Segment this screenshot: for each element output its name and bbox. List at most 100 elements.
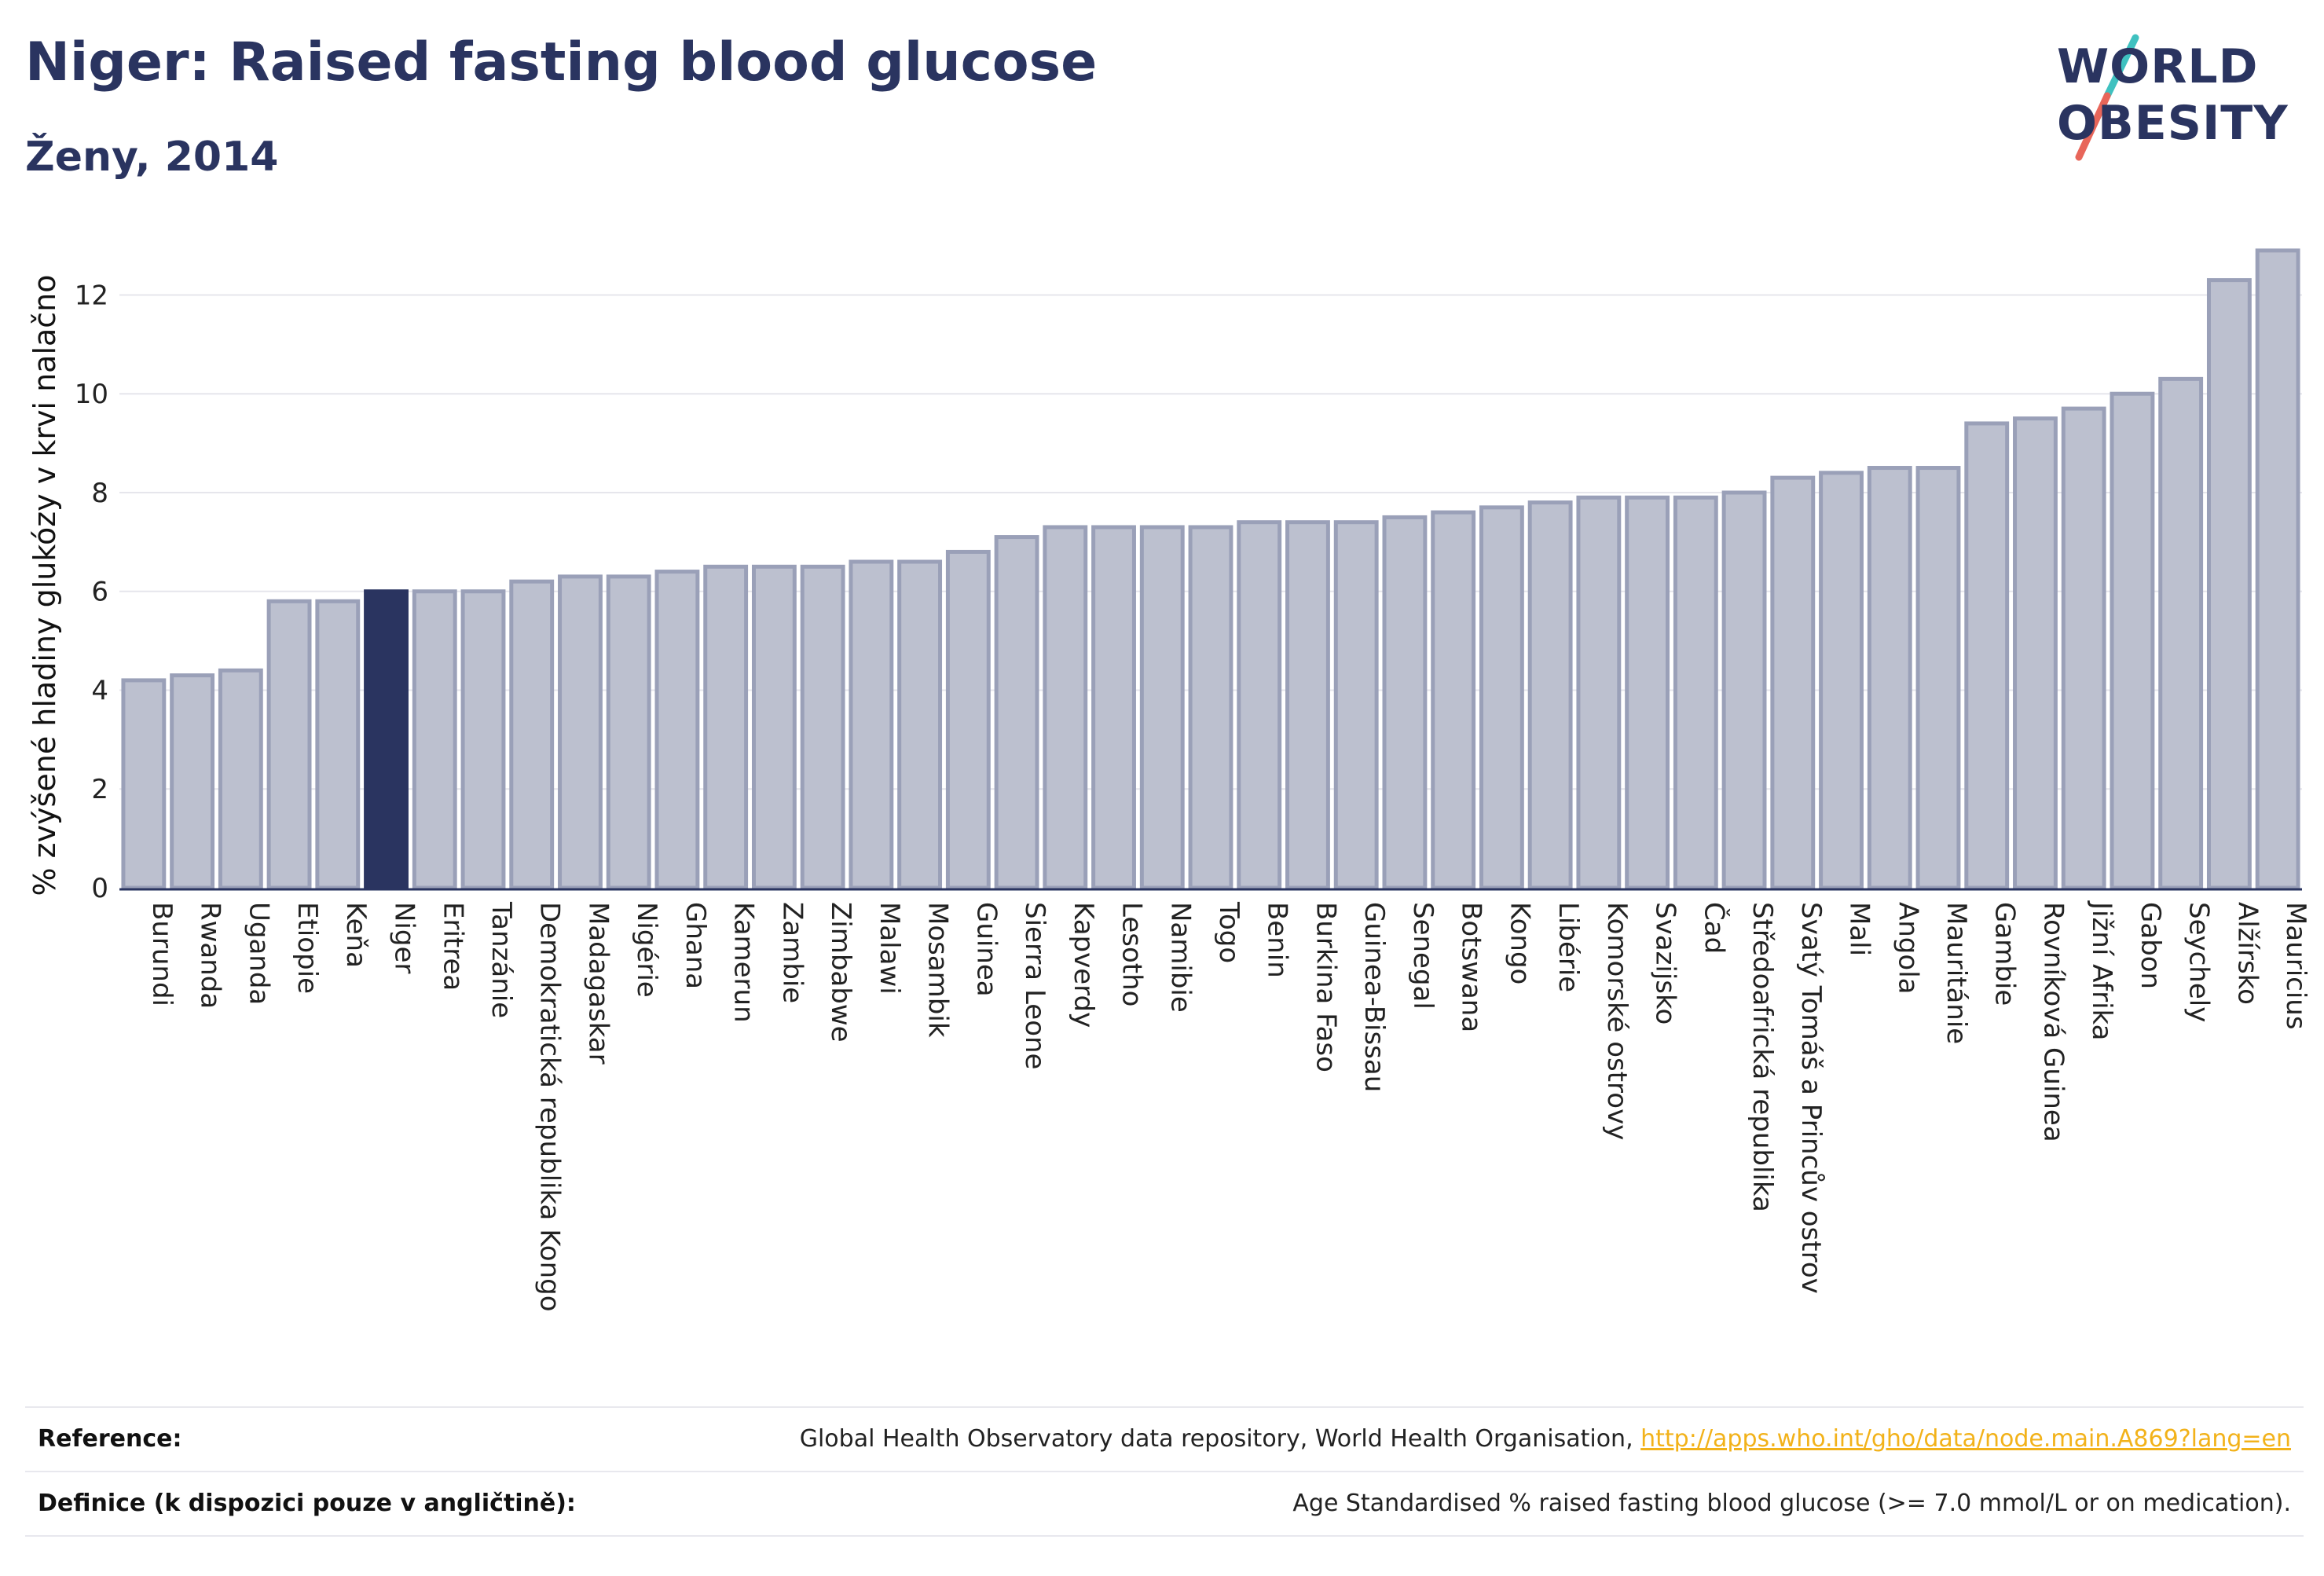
x-tick-label: Zambie (776, 902, 808, 1003)
bar-24 (1237, 520, 1282, 890)
footer-divider-middle (25, 1471, 2304, 1472)
x-tick-label: Zimbabwe (825, 902, 856, 1043)
x-tick-label: Sierra Leone (1019, 902, 1050, 1069)
reference-value: Global Health Observatory data repositor… (800, 1425, 2291, 1453)
y-tick-label: 10 (75, 379, 108, 410)
logo-slash-icon (2075, 34, 2139, 161)
x-tick-label: Středoafrická republika (1747, 902, 1778, 1212)
footer-definition-row: Definice (k dispozici pouze v angličtině… (25, 1471, 2304, 1535)
bar-40 (2013, 416, 2058, 890)
x-tick-label: Angola (1892, 902, 1923, 994)
y-tick-label: 12 (75, 280, 108, 311)
bar-20 (1043, 525, 1088, 890)
chart-title: Niger: Raised fasting blood glucose (25, 31, 1098, 93)
bar-4 (266, 599, 312, 890)
x-tick-label: Burundi (146, 902, 178, 1006)
x-tick-label: Tanzánie (486, 901, 517, 1018)
bar-25 (1285, 520, 1330, 890)
x-tick-label: Nigérie (631, 902, 662, 998)
x-tick-label: Eritrea (437, 902, 468, 991)
bar-32 (1625, 495, 1670, 890)
x-tick-label: Mauricius (2280, 902, 2311, 1030)
x-tick-label: Etiopie (291, 902, 323, 994)
x-tick-label: Togo (1213, 901, 1244, 963)
bar-15 (800, 564, 845, 890)
logo-text-world: WORLD (2057, 39, 2259, 94)
bar-34 (1721, 490, 1767, 890)
x-tick-label: Malawi (874, 902, 905, 995)
y-tick-label: 8 (91, 478, 108, 509)
x-tick-label: Keňa (340, 902, 372, 968)
x-tick-label: Čad (1698, 902, 1730, 954)
chart-subtitle: Ženy, 2014 (25, 134, 279, 181)
bar-26 (1333, 520, 1379, 890)
reference-link[interactable]: http://apps.who.int/gho/data/node.main.A… (1640, 1425, 2291, 1453)
bar-30 (1527, 500, 1573, 890)
bar-16 (849, 559, 894, 890)
bar-45 (2255, 248, 2300, 890)
x-tick-label: Kapverdy (1068, 902, 1099, 1028)
x-tick-label: Ghana (680, 902, 711, 989)
x-tick-label: Rovníková Guinea (2037, 902, 2069, 1142)
bar-7 (412, 589, 457, 890)
bar-8 (460, 589, 506, 890)
bar-10 (558, 574, 603, 890)
x-tick-label: Mali (1844, 902, 1875, 956)
bar-36 (1819, 471, 1864, 890)
reference-label: Reference: (38, 1425, 182, 1453)
bar-11 (606, 574, 651, 890)
definition-value: Age Standardised % raised fasting blood … (1292, 1490, 2291, 1517)
x-tick-label: Namibie (1164, 902, 1196, 1013)
bar-38 (1915, 466, 1961, 890)
y-axis-label: % zvýšené hladiny glukózy v krvi nalačno (27, 274, 62, 896)
x-tick-label: Guinea (970, 902, 1002, 997)
reference-text: Global Health Observatory data repositor… (799, 1425, 1641, 1453)
world-obesity-logo: WORLD OBESITY (2043, 31, 2310, 181)
x-tick-label: Benin (1262, 902, 1293, 978)
x-tick-label: Libérie (1552, 902, 1584, 992)
bar-35 (1770, 475, 1816, 890)
definition-label: Definice (k dispozici pouze v angličtině… (38, 1490, 576, 1517)
x-tick-label: Jižní Afrika (2086, 900, 2117, 1041)
bar-44 (2206, 278, 2252, 890)
bar-9 (509, 579, 555, 890)
x-tick-label: Botswana (1456, 902, 1487, 1032)
bar-22 (1139, 525, 1185, 890)
x-tick-label: Svazijsko (1650, 902, 1681, 1024)
x-tick-label: Rwanda (195, 902, 226, 1009)
x-tick-label: Gambie (1989, 902, 2021, 1006)
bar-3 (218, 668, 263, 890)
footer-divider-bottom (25, 1535, 2304, 1537)
bar-18 (945, 549, 991, 890)
bar-1 (121, 678, 167, 890)
bar-chart: 0 2 4 6 8 10 12 Burundi Rwanda Uganda Etiopie Keňa N… (27, 248, 2311, 1312)
x-tick-label: Guinea-Bissau (1358, 902, 1390, 1092)
x-tick-label: Komorské ostrovy (1601, 902, 1633, 1140)
bar-23 (1188, 525, 1233, 890)
x-tick-label: Demokratická republika Kongo (534, 902, 566, 1312)
bar-37 (1867, 466, 1912, 890)
bar-28 (1431, 510, 1476, 890)
x-tick-label: Svatý Tomáš a Princův ostrov (1795, 902, 1827, 1294)
bar-14 (751, 564, 797, 890)
bar-17 (897, 559, 943, 890)
bar-12 (654, 570, 700, 890)
x-tick-label: Senegal (1407, 902, 1439, 1010)
x-tick-label: Kongo (1504, 902, 1535, 984)
bar-5 (315, 599, 361, 890)
bar-6 (364, 589, 409, 890)
x-tick-label: Lesotho (1116, 902, 1148, 1006)
x-tick-label: Burkina Faso (1310, 902, 1341, 1072)
bar-19 (994, 535, 1039, 890)
bar-39 (1964, 421, 2010, 890)
footer-reference-row: Reference: Global Health Observatory dat… (25, 1406, 2304, 1471)
x-tick-label: Madagaskar (582, 902, 614, 1065)
y-tick-label: 2 (91, 774, 108, 805)
x-tick-label: Gabon (2135, 902, 2166, 989)
bar-41 (2061, 406, 2106, 890)
x-tick-label: Niger (389, 902, 420, 973)
y-tick-label: 0 (91, 873, 108, 904)
bar-29 (1479, 505, 1524, 890)
logo-text-obesity: OBESITY (2057, 96, 2289, 151)
